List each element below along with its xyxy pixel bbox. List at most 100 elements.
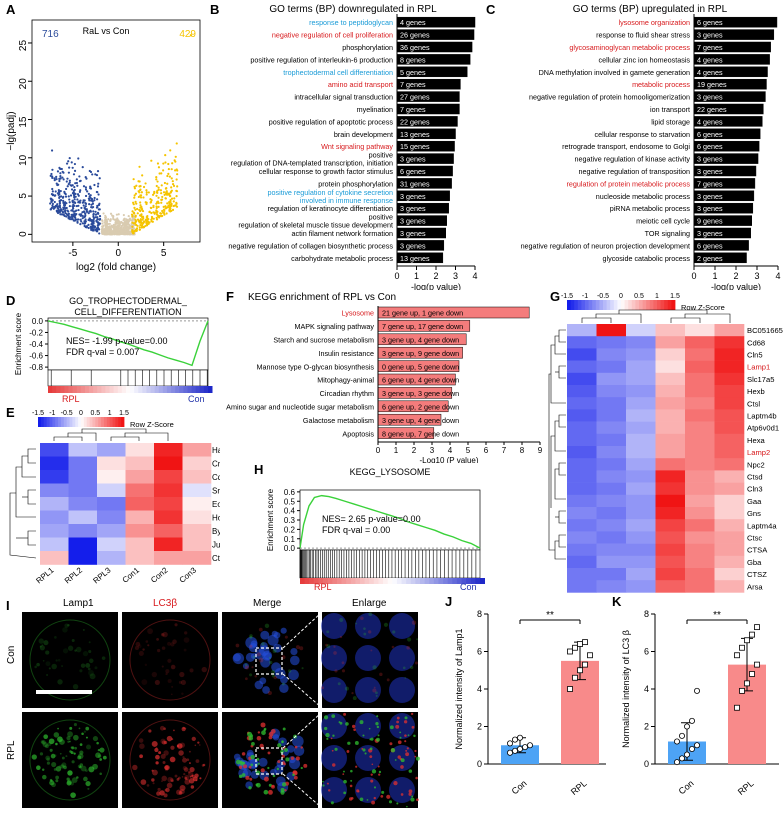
signal-dot (179, 789, 185, 795)
enlarged-dot (390, 748, 396, 753)
heatmap-cell (567, 470, 597, 483)
signal-dot (72, 684, 79, 690)
data-point (749, 671, 755, 677)
rank-color-cell (125, 386, 131, 393)
ns-point (107, 218, 110, 221)
rank-color-cell (327, 578, 333, 584)
heatmap-cell (685, 360, 715, 374)
column-label: RPL1 (34, 565, 56, 585)
down-point (80, 220, 83, 223)
up-point (133, 229, 136, 233)
down-point (94, 213, 97, 216)
heatmap-cell (626, 543, 656, 557)
heatmap-cell (685, 348, 715, 361)
enlarged-dot (322, 780, 324, 783)
dendrogram-branch (21, 455, 36, 478)
merge-dot (254, 674, 258, 678)
signal-dot (99, 758, 102, 761)
down-point (68, 201, 71, 204)
signal-dot (87, 787, 90, 790)
down-point (75, 181, 79, 185)
signal-dot (151, 769, 154, 772)
heatmap-cell (596, 409, 627, 422)
ns-point (123, 217, 126, 220)
down-point (57, 211, 60, 214)
down-point (59, 175, 62, 178)
row-label: Ctsd (747, 473, 763, 482)
heatmap-cell (40, 537, 69, 552)
up-point (158, 172, 161, 175)
rank-color-cell (452, 578, 458, 584)
heatmap-cell (125, 470, 155, 484)
heatmap-cell (596, 360, 627, 374)
y-tick-label: -0.8 (29, 363, 43, 372)
colorbar-tick: 1 (108, 410, 112, 417)
term-label: negative regulation of cell proliferatio… (272, 31, 393, 40)
merge-dot (245, 775, 250, 780)
down-point (50, 192, 54, 196)
ns-point (108, 222, 111, 225)
heatmap-cell (567, 372, 597, 386)
signal-dot (178, 750, 184, 756)
down-point (89, 170, 93, 174)
bar-gene-label: 3 genes (697, 167, 723, 176)
signal-dot (191, 774, 194, 777)
ns-point (122, 213, 125, 217)
down-point (53, 194, 56, 197)
term-label: negative regulation of transposition (579, 167, 690, 176)
down-point (72, 213, 75, 216)
signal-dot (161, 665, 164, 668)
data-point (567, 648, 573, 655)
colorbar-cell (595, 300, 600, 310)
signal-dot (155, 761, 159, 765)
signal-dot (147, 644, 150, 647)
up-point (168, 202, 171, 205)
enlarged-dot (375, 694, 378, 697)
signal-dot (46, 761, 51, 765)
rank-color-cell (415, 578, 421, 584)
column-label: RPL3 (91, 565, 113, 585)
rank-color-cell (392, 578, 398, 584)
enlarged-dot (373, 686, 376, 689)
rank-color-cell (109, 386, 115, 393)
chart-title: CELL_DIFFERENTIATION (74, 307, 181, 317)
heatmap-cell (685, 543, 715, 557)
rank-color-cell (456, 578, 462, 584)
data-point (684, 723, 691, 730)
colorbar-cell (115, 417, 119, 427)
signal-dot (80, 765, 87, 772)
heatmap-cell (655, 531, 686, 544)
down-point (55, 178, 58, 181)
down-point (58, 179, 61, 183)
signal-dot (59, 739, 65, 745)
merge-dot (249, 634, 253, 638)
signal-dot (194, 744, 197, 747)
data-point (689, 717, 696, 724)
signal-dot (151, 778, 155, 782)
signal-dot (139, 754, 143, 759)
colorbar-cell (66, 417, 70, 427)
signal-dot (55, 779, 59, 783)
ns-point (104, 222, 108, 225)
signal-dot (55, 775, 59, 780)
ns-point (126, 225, 129, 229)
merge-dot (273, 675, 277, 680)
enlarged-dot (332, 763, 336, 767)
up-point (132, 203, 135, 206)
down-point (49, 202, 52, 205)
down-point (98, 202, 101, 205)
colorbar-cell (60, 417, 65, 427)
nucleus (280, 627, 287, 634)
colorbar-cell (588, 300, 593, 310)
signal-dot (85, 769, 88, 772)
heatmap-cell (125, 551, 155, 565)
down-point (61, 170, 64, 173)
enlarged-dot (375, 737, 380, 742)
down-point (56, 170, 60, 173)
signal-dot (53, 732, 60, 738)
term-label: regulation of skeletal muscle tissue dev… (238, 221, 393, 230)
signal-dot (99, 747, 105, 753)
up-point (175, 190, 179, 193)
heatmap-cell (714, 494, 745, 508)
y-tick-label: 0 (477, 759, 482, 769)
